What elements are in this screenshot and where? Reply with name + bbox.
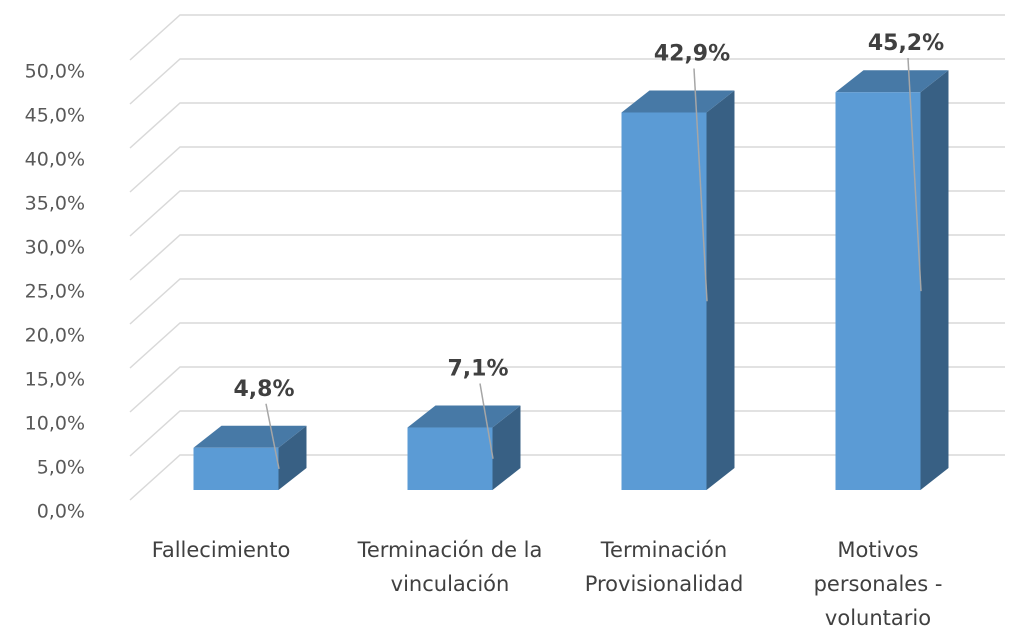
y-tick-label: 40,0% xyxy=(25,149,85,171)
bar xyxy=(407,427,493,490)
x-tick-label: Motivos personales - voluntario xyxy=(813,538,943,630)
bar xyxy=(621,112,707,490)
grid-line xyxy=(129,14,1005,61)
leader-line xyxy=(693,68,708,302)
data-label: 4,8% xyxy=(233,377,294,402)
y-tick-label: 30,0% xyxy=(25,237,85,259)
leader-line xyxy=(479,383,494,459)
bar-top xyxy=(193,425,307,448)
y-tick-label: 15,0% xyxy=(25,369,85,391)
data-label: 7,1% xyxy=(447,357,508,382)
bar-side xyxy=(920,70,949,491)
x-tick-label: Terminación de la vinculación xyxy=(357,538,543,596)
y-tick-label: 35,0% xyxy=(25,193,85,215)
bar-top xyxy=(621,90,735,113)
leader-line xyxy=(265,403,280,470)
data-label: 45,2% xyxy=(868,31,944,56)
y-tick-label: 20,0% xyxy=(25,325,85,347)
y-tick-label: 5,0% xyxy=(37,457,85,479)
x-tick-label: Terminación Provisionalidad xyxy=(584,538,744,596)
bar-side xyxy=(492,405,521,490)
bar xyxy=(835,92,921,491)
grid-line xyxy=(129,58,1005,105)
bar-side xyxy=(706,90,735,490)
x-tick-label: Fallecimiento xyxy=(151,538,291,562)
y-tick-label: 0,0% xyxy=(37,501,85,523)
bar-top xyxy=(835,70,949,93)
data-label: 42,9% xyxy=(654,41,730,66)
y-tick-label: 10,0% xyxy=(25,413,85,435)
bar xyxy=(193,447,279,490)
y-tick-label: 50,0% xyxy=(25,61,85,83)
y-tick-label: 25,0% xyxy=(25,281,85,303)
bar-side xyxy=(278,425,307,490)
bar-top xyxy=(407,405,521,428)
leader-line xyxy=(907,57,922,292)
y-tick-label: 45,0% xyxy=(25,105,85,127)
